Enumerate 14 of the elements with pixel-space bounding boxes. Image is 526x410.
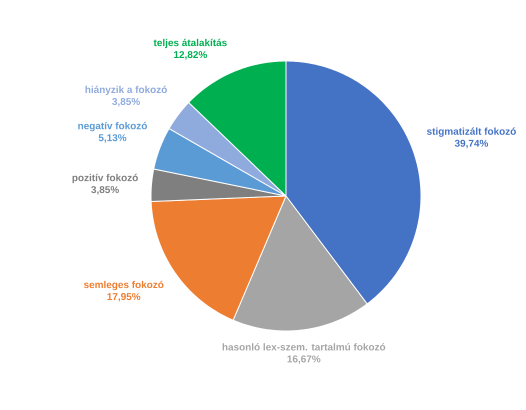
data-label: 5,13% — [98, 134, 126, 143]
slice-label: stigmatizált fokozó — [426, 127, 516, 137]
data-label: 3,85% — [91, 186, 119, 195]
slice-label: negatív fokozó — [78, 122, 147, 132]
slice-label: semleges fokozó — [84, 280, 164, 290]
data-label: 17,95% — [107, 293, 140, 302]
data-label: 39,74% — [454, 140, 488, 148]
slice-label: hiányzik a fokozó — [86, 86, 167, 96]
data-label: 16,67% — [288, 355, 320, 364]
data-label: 12,82% — [174, 51, 207, 60]
data-label: 3,85% — [112, 98, 140, 106]
slice-label: hasonló lex-szem. tartalmú fokozó — [222, 343, 386, 351]
slice-label: pozitív fokozó — [72, 174, 138, 184]
slice-label: teljes átalakítás — [154, 38, 227, 48]
